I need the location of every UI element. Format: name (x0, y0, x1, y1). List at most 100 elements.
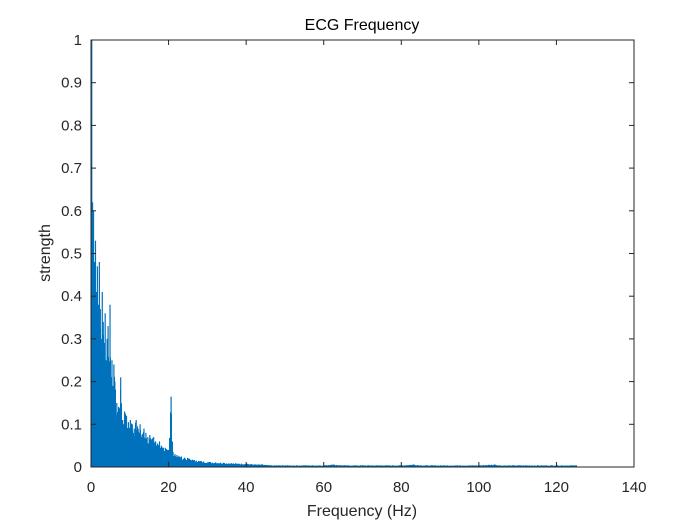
spectrum-bar (275, 465, 276, 467)
spectrum-bar (455, 465, 456, 467)
spectrum-bar (273, 465, 274, 467)
spectrum-bar (471, 465, 472, 467)
spectrum-bar (490, 465, 491, 467)
spectrum-peak (160, 445, 163, 467)
spectrum-bar (450, 465, 451, 467)
spectrum-bar (342, 465, 343, 467)
spectrum-bar (451, 465, 452, 467)
spectrum-peak (494, 464, 496, 467)
spectrum-peak (101, 291, 103, 467)
spectrum-peak (222, 462, 225, 467)
spectrum-bar (404, 465, 405, 467)
spectrum-bar (329, 465, 330, 467)
spectrum-bar (240, 464, 241, 467)
spectrum-bar (442, 465, 443, 467)
spectrum-peak (187, 458, 190, 467)
spectrum-bar (271, 465, 272, 467)
spectrum-bar (193, 460, 194, 467)
spectrum-bar (251, 464, 252, 467)
spectrum-bar (264, 464, 265, 467)
spectrum-peak (127, 422, 130, 467)
spectrum-peak (176, 455, 178, 467)
spectrum-bar (186, 460, 187, 467)
spectrum-bar (422, 465, 423, 467)
spectrum-peak (459, 465, 461, 467)
spectrum-peak (100, 338, 102, 467)
spectrum-bar (412, 464, 413, 467)
spectrum-peak (125, 415, 128, 467)
spectrum-bar (360, 465, 361, 467)
spectrum-peak (166, 449, 168, 467)
spectrum-bar (512, 465, 513, 467)
spectrum-bar (300, 465, 301, 467)
spectrum-bar (449, 465, 450, 467)
spectrum-bar (566, 465, 567, 467)
spectrum-bar (272, 465, 273, 467)
spectrum-bar (558, 465, 559, 467)
spectrum-bar (424, 465, 425, 467)
spectrum-bar (474, 465, 475, 467)
spectrum-bar (539, 465, 540, 467)
spectrum-bar (510, 465, 511, 467)
spectrum-bar (319, 465, 320, 467)
spectrum-bar (365, 465, 366, 467)
spectrum-peak (420, 465, 422, 467)
spectrum-peak (102, 321, 104, 467)
spectrum-bar (415, 465, 416, 467)
spectrum-bar (195, 461, 196, 467)
spectrum-bar (497, 465, 498, 467)
spectrum-bar (221, 463, 222, 467)
spectrum-peak (537, 465, 539, 467)
spectrum-bar (220, 462, 221, 467)
spectrum-bar (567, 465, 568, 467)
spectrum-bar (564, 465, 565, 467)
spectrum-bar (454, 465, 455, 467)
y-axis-label: strength (37, 224, 54, 282)
spectrum-bar (457, 465, 458, 467)
spectrum-bar (185, 458, 186, 467)
spectrum-bar (216, 463, 217, 467)
spectrum-peak (111, 360, 113, 467)
spectrum-bar (387, 465, 388, 467)
spectrum-bar (123, 424, 124, 467)
spectrum-peak (304, 465, 306, 467)
spectrum-peak (362, 465, 364, 467)
spectrum-bar (340, 465, 341, 467)
spectrum-bar (248, 464, 249, 467)
spectrum-peak (139, 424, 141, 467)
spectrum-bar (187, 457, 188, 467)
spectrum-bar (464, 465, 465, 467)
spectrum-peak (151, 439, 153, 467)
spectrum-peak (137, 428, 139, 467)
spectrum-peak (97, 304, 99, 467)
spectrum-bar (489, 464, 490, 467)
spectrum-bar (211, 463, 212, 467)
x-tick-label: 140 (621, 479, 646, 496)
spectrum-bar (131, 423, 132, 467)
spectrum-bar (446, 465, 447, 467)
spectrum-peak (135, 420, 137, 467)
spectrum-bar (529, 465, 530, 467)
spectrum-bar (294, 465, 295, 467)
spectrum-bar (547, 465, 548, 467)
x-tick-label: 100 (466, 479, 491, 496)
spectrum-bar (428, 465, 429, 467)
spectrum-bar (511, 465, 512, 467)
spectrum-bar (355, 465, 356, 467)
spectrum-peak (131, 424, 133, 467)
spectrum-bar (377, 465, 378, 467)
spectrum-peak (98, 262, 100, 467)
spectrum-bar (535, 465, 536, 467)
spectrum-peak (343, 465, 345, 467)
spectrum-peak (120, 377, 122, 467)
spectrum-bar (411, 465, 412, 467)
spectrum-bar (252, 464, 253, 467)
spectrum-bar (310, 465, 311, 467)
spectrum-bar (135, 422, 136, 467)
spectrum-bar (345, 465, 346, 467)
spectrum-bar (546, 465, 547, 467)
spectrum-bar (326, 465, 327, 467)
spectrum-bar (379, 465, 380, 467)
spectrum-bar (297, 465, 298, 467)
spectrum-bar (480, 465, 481, 467)
